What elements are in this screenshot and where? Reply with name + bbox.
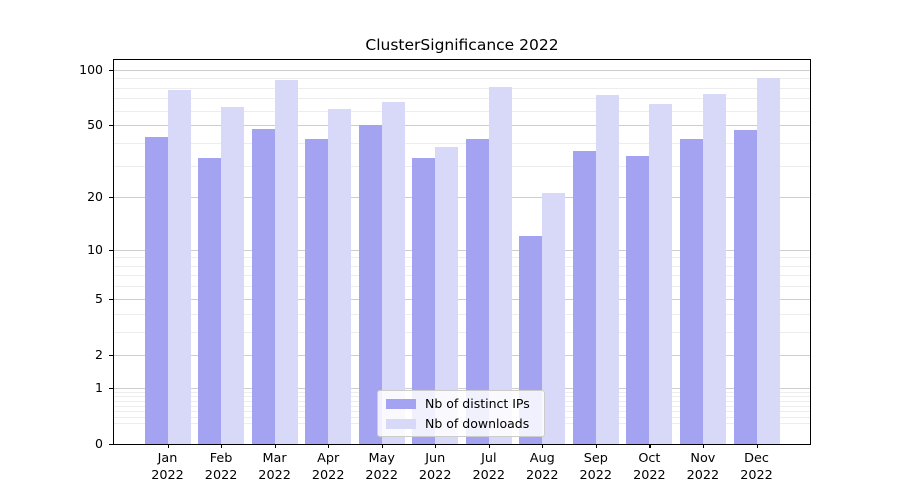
bar-distinct-ips [572,151,596,444]
bar-distinct-ips [198,158,222,444]
minor-gridline [114,87,810,89]
major-gridline [114,69,810,71]
x-tick-mark [649,444,651,448]
y-tick-label: 20 [87,189,103,205]
bar-downloads [274,80,298,444]
y-tick-mark [109,298,113,300]
x-tick-label: Jun 2022 [418,451,452,483]
bar-downloads [381,101,405,444]
x-tick-mark [542,444,544,448]
y-tick-label: 5 [95,290,103,306]
y-tick-label: 100 [79,61,103,77]
y-tick-mark [109,125,113,127]
legend-label: Nb of distinct IPs [425,396,530,411]
chart-title: ClusterSignificance 2022 [365,36,559,54]
y-tick-mark [109,444,113,446]
legend-swatch-distinct-ips [386,398,416,409]
y-tick-mark [109,197,113,199]
x-tick-label: Feb 2022 [204,451,238,483]
y-tick-mark [109,354,113,357]
x-tick-mark [167,444,169,448]
bar-distinct-ips [305,139,329,444]
x-tick-label: Nov 2022 [686,451,720,483]
bar-distinct-ips [679,139,703,444]
x-tick-label: May 2022 [365,451,398,483]
x-tick-mark [328,444,330,448]
y-tick-label: 0 [95,436,103,451]
y-tick-mark [109,387,113,389]
bar-downloads [167,89,191,444]
x-tick-mark [435,444,437,448]
legend-swatch-downloads [386,418,416,429]
legend-item: Nb of distinct IPs [386,395,536,412]
x-tick-mark [488,444,490,448]
x-tick-mark [221,444,223,448]
y-tick-label: 2 [95,346,103,362]
y-tick-label: 50 [87,117,103,133]
bar-downloads [756,78,780,444]
legend-label: Nb of downloads [425,416,530,431]
bar-distinct-ips [144,137,168,444]
bar-downloads [542,193,566,444]
y-tick-label: 1 [95,379,103,395]
bar-distinct-ips [251,128,275,444]
x-tick-label: Dec 2022 [740,451,773,483]
bar-downloads [488,86,512,444]
x-tick-label: Apr 2022 [311,451,345,483]
x-tick-label: Mar 2022 [258,451,291,483]
bar-distinct-ips [465,139,489,444]
x-tick-mark [595,444,597,448]
x-tick-label: Jan 2022 [151,451,184,483]
bar-distinct-ips [412,158,436,444]
x-tick-label: Oct 2022 [633,451,666,483]
bar-distinct-ips [626,155,650,444]
x-tick-label: Aug 2022 [526,451,559,483]
x-tick-mark [381,444,383,448]
bar-downloads [649,104,673,444]
x-tick-mark [702,444,705,448]
bar-downloads [702,93,726,444]
bar-downloads [221,106,245,444]
bar-distinct-ips [358,125,382,444]
y-tick-mark [109,249,113,251]
x-tick-mark [756,444,758,448]
bar-distinct-ips [733,130,757,444]
x-tick-label: Jul 2022 [472,451,506,483]
legend-item: Nb of downloads [386,415,536,432]
x-tick-mark [274,444,276,448]
y-tick-label: 10 [87,241,103,257]
x-tick-label: Sep 2022 [579,451,613,483]
minor-gridline [114,78,810,80]
bar-downloads [435,147,459,444]
y-tick-mark [109,69,113,71]
legend: Nb of distinct IPs Nb of downloads [377,390,545,437]
bar-downloads [328,109,352,444]
bar-downloads [595,95,619,444]
